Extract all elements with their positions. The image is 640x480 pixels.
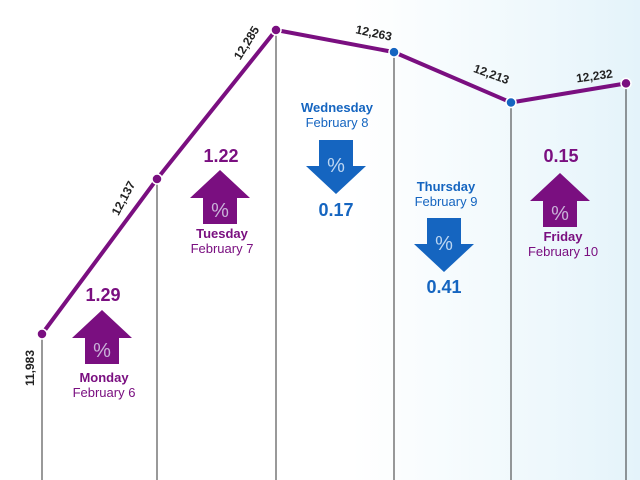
percent-symbol-2: % xyxy=(327,155,345,177)
day-date-4: February 10 xyxy=(527,244,599,259)
value-label-3: 12,263 xyxy=(354,22,393,43)
percent-symbol-4: % xyxy=(551,203,569,225)
day-label-4: Friday February 10 xyxy=(503,229,623,259)
data-point-4 xyxy=(505,96,517,109)
day-label-2: Wednesday February 8 xyxy=(277,100,397,130)
data-point-0 xyxy=(36,328,48,340)
arrow-down-icon-2: % xyxy=(306,140,366,194)
day-label-0: Monday February 6 xyxy=(44,370,164,400)
percent-symbol-0: % xyxy=(93,340,111,362)
arrow-shape-0 xyxy=(72,310,132,364)
arrow-shape-4 xyxy=(530,173,590,227)
day-name-4: Friday xyxy=(543,229,583,244)
day-name-2: Wednesday xyxy=(300,100,373,115)
day-name-3: Thursday xyxy=(416,179,476,194)
arrow-up-icon-0: % xyxy=(72,310,132,364)
day-date-0: February 6 xyxy=(72,385,136,400)
day-name-1: Tuesday xyxy=(196,226,248,241)
change-value-0: 1.29 xyxy=(85,285,121,305)
value-label-5: 12,232 xyxy=(575,67,614,86)
data-point-2 xyxy=(270,24,282,36)
arrow-shape-2 xyxy=(306,140,366,194)
data-point-5 xyxy=(620,77,632,90)
change-value-3: 0.41 xyxy=(426,277,462,297)
value-label-0: 11,983 xyxy=(23,350,37,386)
day-date-3: February 9 xyxy=(414,194,478,209)
day-date-1: February 7 xyxy=(190,241,254,256)
day-label-3: Thursday February 9 xyxy=(386,179,506,209)
day-date-2: February 8 xyxy=(305,115,369,130)
change-value-2: 0.17 xyxy=(318,200,354,220)
arrow-down-icon-3: % xyxy=(414,218,474,272)
data-point-3 xyxy=(388,46,400,58)
arrow-up-icon-4: % xyxy=(530,173,590,227)
arrow-shape-3 xyxy=(414,218,474,272)
day-name-0: Monday xyxy=(79,370,129,385)
day-label-1: Tuesday February 7 xyxy=(162,226,282,256)
change-value-4: 0.15 xyxy=(543,146,579,166)
value-label-2: 12,285 xyxy=(231,23,262,62)
data-point-1 xyxy=(151,173,163,185)
index-series-line xyxy=(40,28,628,336)
percent-symbol-3: % xyxy=(435,233,453,255)
value-label-4: 12,213 xyxy=(472,61,512,87)
percent-symbol-1: % xyxy=(211,200,229,222)
arrow-up-icon-1: % xyxy=(190,170,250,224)
arrow-shape-1 xyxy=(190,170,250,224)
change-value-1: 1.22 xyxy=(203,146,239,166)
